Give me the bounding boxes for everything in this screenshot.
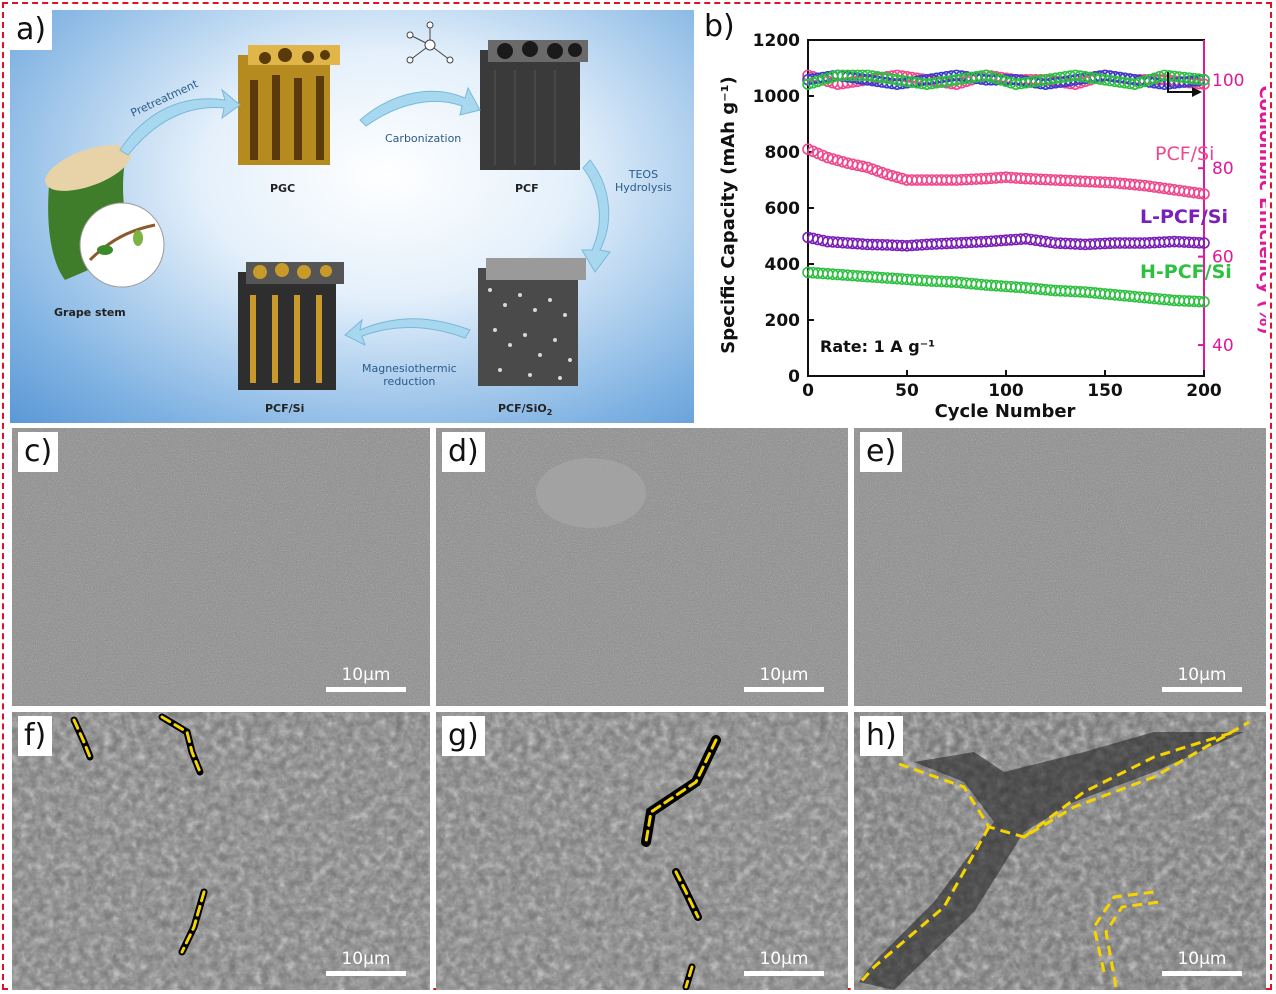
data-point	[871, 165, 884, 177]
crack-outline-f	[70, 713, 208, 956]
x-tick-label: 50	[895, 381, 919, 401]
axis-arrow	[1167, 72, 1192, 93]
panel-label-h: h)	[860, 716, 903, 756]
y2-tick-label: 100	[1212, 71, 1244, 91]
crack-outline-g	[641, 735, 721, 990]
pcf-structure	[480, 40, 588, 170]
panel-c-sem: c) 10μm	[12, 428, 430, 706]
grape-stem-illustration	[45, 145, 165, 288]
y-tick-label: 1200	[753, 31, 800, 51]
data-point	[1198, 188, 1210, 200]
y2-tick-label: 40	[1212, 336, 1234, 356]
magnesiothermic-label: Magnesiothermic reduction	[362, 362, 457, 388]
pgc-label: PGC	[270, 182, 296, 195]
data-point	[1198, 295, 1210, 308]
x-tick-label: 0	[802, 381, 814, 401]
panel-label-d: d)	[442, 432, 485, 472]
y2-axis-label: Coulombic Efficiency (%)	[1255, 85, 1266, 334]
y-tick-label: 800	[765, 143, 801, 163]
panel-b-chart: Specific Capacity (mAh g⁻¹) Coulombic Ef…	[700, 10, 1266, 423]
scale-bar-c: 10μm	[326, 665, 406, 692]
data-point	[1198, 73, 1210, 86]
data-point	[1193, 236, 1205, 249]
pcf-si-structure	[238, 262, 344, 390]
sem-texture-h	[854, 712, 1266, 990]
pgc-structure	[238, 45, 340, 165]
series-label: L-PCF/Si	[1140, 206, 1228, 228]
teos-molecule-icon	[406, 21, 454, 64]
x-axis-label: Cycle Number	[935, 401, 1076, 422]
y2-tick-label: 80	[1212, 159, 1234, 179]
pcf-si-label: PCF/Si	[265, 402, 305, 415]
grape-stem-label: Grape stem	[54, 306, 126, 319]
panel-label-g: g)	[442, 716, 485, 756]
panel-a-schematic: Grape stem PGC PCF PCF/SiO2 PCF/Si Pretr…	[10, 10, 694, 423]
scale-bar-e: 10μm	[1162, 665, 1242, 692]
sem-texture-d	[436, 428, 848, 706]
data-point	[1193, 187, 1205, 200]
data-point	[1198, 237, 1210, 249]
panel-label-f: f)	[18, 716, 53, 756]
series-label: H-PCF/Si	[1140, 261, 1232, 283]
panel-label-e: e)	[860, 432, 903, 472]
carbonization-label: Carbonization	[385, 132, 462, 145]
panel-h-sem: h) 10μm	[854, 712, 1266, 990]
data-point	[1193, 295, 1205, 308]
y-tick-label: 0	[788, 367, 800, 387]
cycling-chart: Specific Capacity (mAh g⁻¹) Coulombic Ef…	[718, 31, 1266, 422]
y2-tick-label: 60	[1212, 248, 1234, 268]
scale-bar-f: 10μm	[326, 949, 406, 976]
data-point	[876, 166, 889, 179]
x-tick-label: 200	[1186, 381, 1222, 401]
panel-e-sem: e) 10μm	[854, 428, 1266, 706]
scale-bar-g: 10μm	[744, 949, 824, 976]
data-point	[1193, 73, 1205, 86]
scale-bar-d: 10μm	[744, 665, 824, 692]
process-arrows	[119, 86, 611, 346]
panel-d-sem: d) 10μm	[436, 428, 848, 706]
schematic-drawing	[45, 21, 611, 390]
panel-label-b: b)	[700, 10, 739, 44]
x-tick-label: 150	[1087, 381, 1123, 401]
sem-texture-g	[436, 712, 848, 990]
sem-texture-c	[12, 428, 430, 706]
y-tick-label: 400	[765, 255, 801, 275]
series-label: PCF/Si	[1155, 143, 1214, 165]
axis-arrow-head	[1192, 87, 1202, 97]
panel-label-c: c)	[18, 432, 59, 472]
x-tick-label: 100	[988, 381, 1024, 401]
data-point	[861, 161, 874, 174]
pcf-sio2-label: PCF/SiO2	[498, 402, 553, 418]
y-tick-label: 1000	[753, 87, 800, 107]
data-point	[866, 163, 879, 175]
scale-bar-h: 10μm	[1162, 949, 1242, 976]
pcf-label: PCF	[515, 182, 539, 195]
pcf-sio2-structure	[478, 258, 586, 386]
panel-g-sem: g) 10μm	[436, 712, 848, 990]
panel-label-a: a)	[10, 10, 53, 50]
y-axis-label: Specific Capacity (mAh g⁻¹)	[718, 76, 739, 354]
rate-annotation: Rate: 1 A g⁻¹	[820, 337, 935, 356]
panel-f-sem: f) 10μm	[12, 712, 430, 990]
sem-texture-e	[854, 428, 1266, 706]
crack-outline-h	[857, 720, 1250, 988]
y-tick-label: 600	[765, 199, 801, 219]
sem-texture-f	[12, 712, 430, 990]
y-tick-label: 200	[765, 311, 801, 331]
teos-hydrolysis-label: TEOS Hydrolysis	[615, 168, 672, 194]
